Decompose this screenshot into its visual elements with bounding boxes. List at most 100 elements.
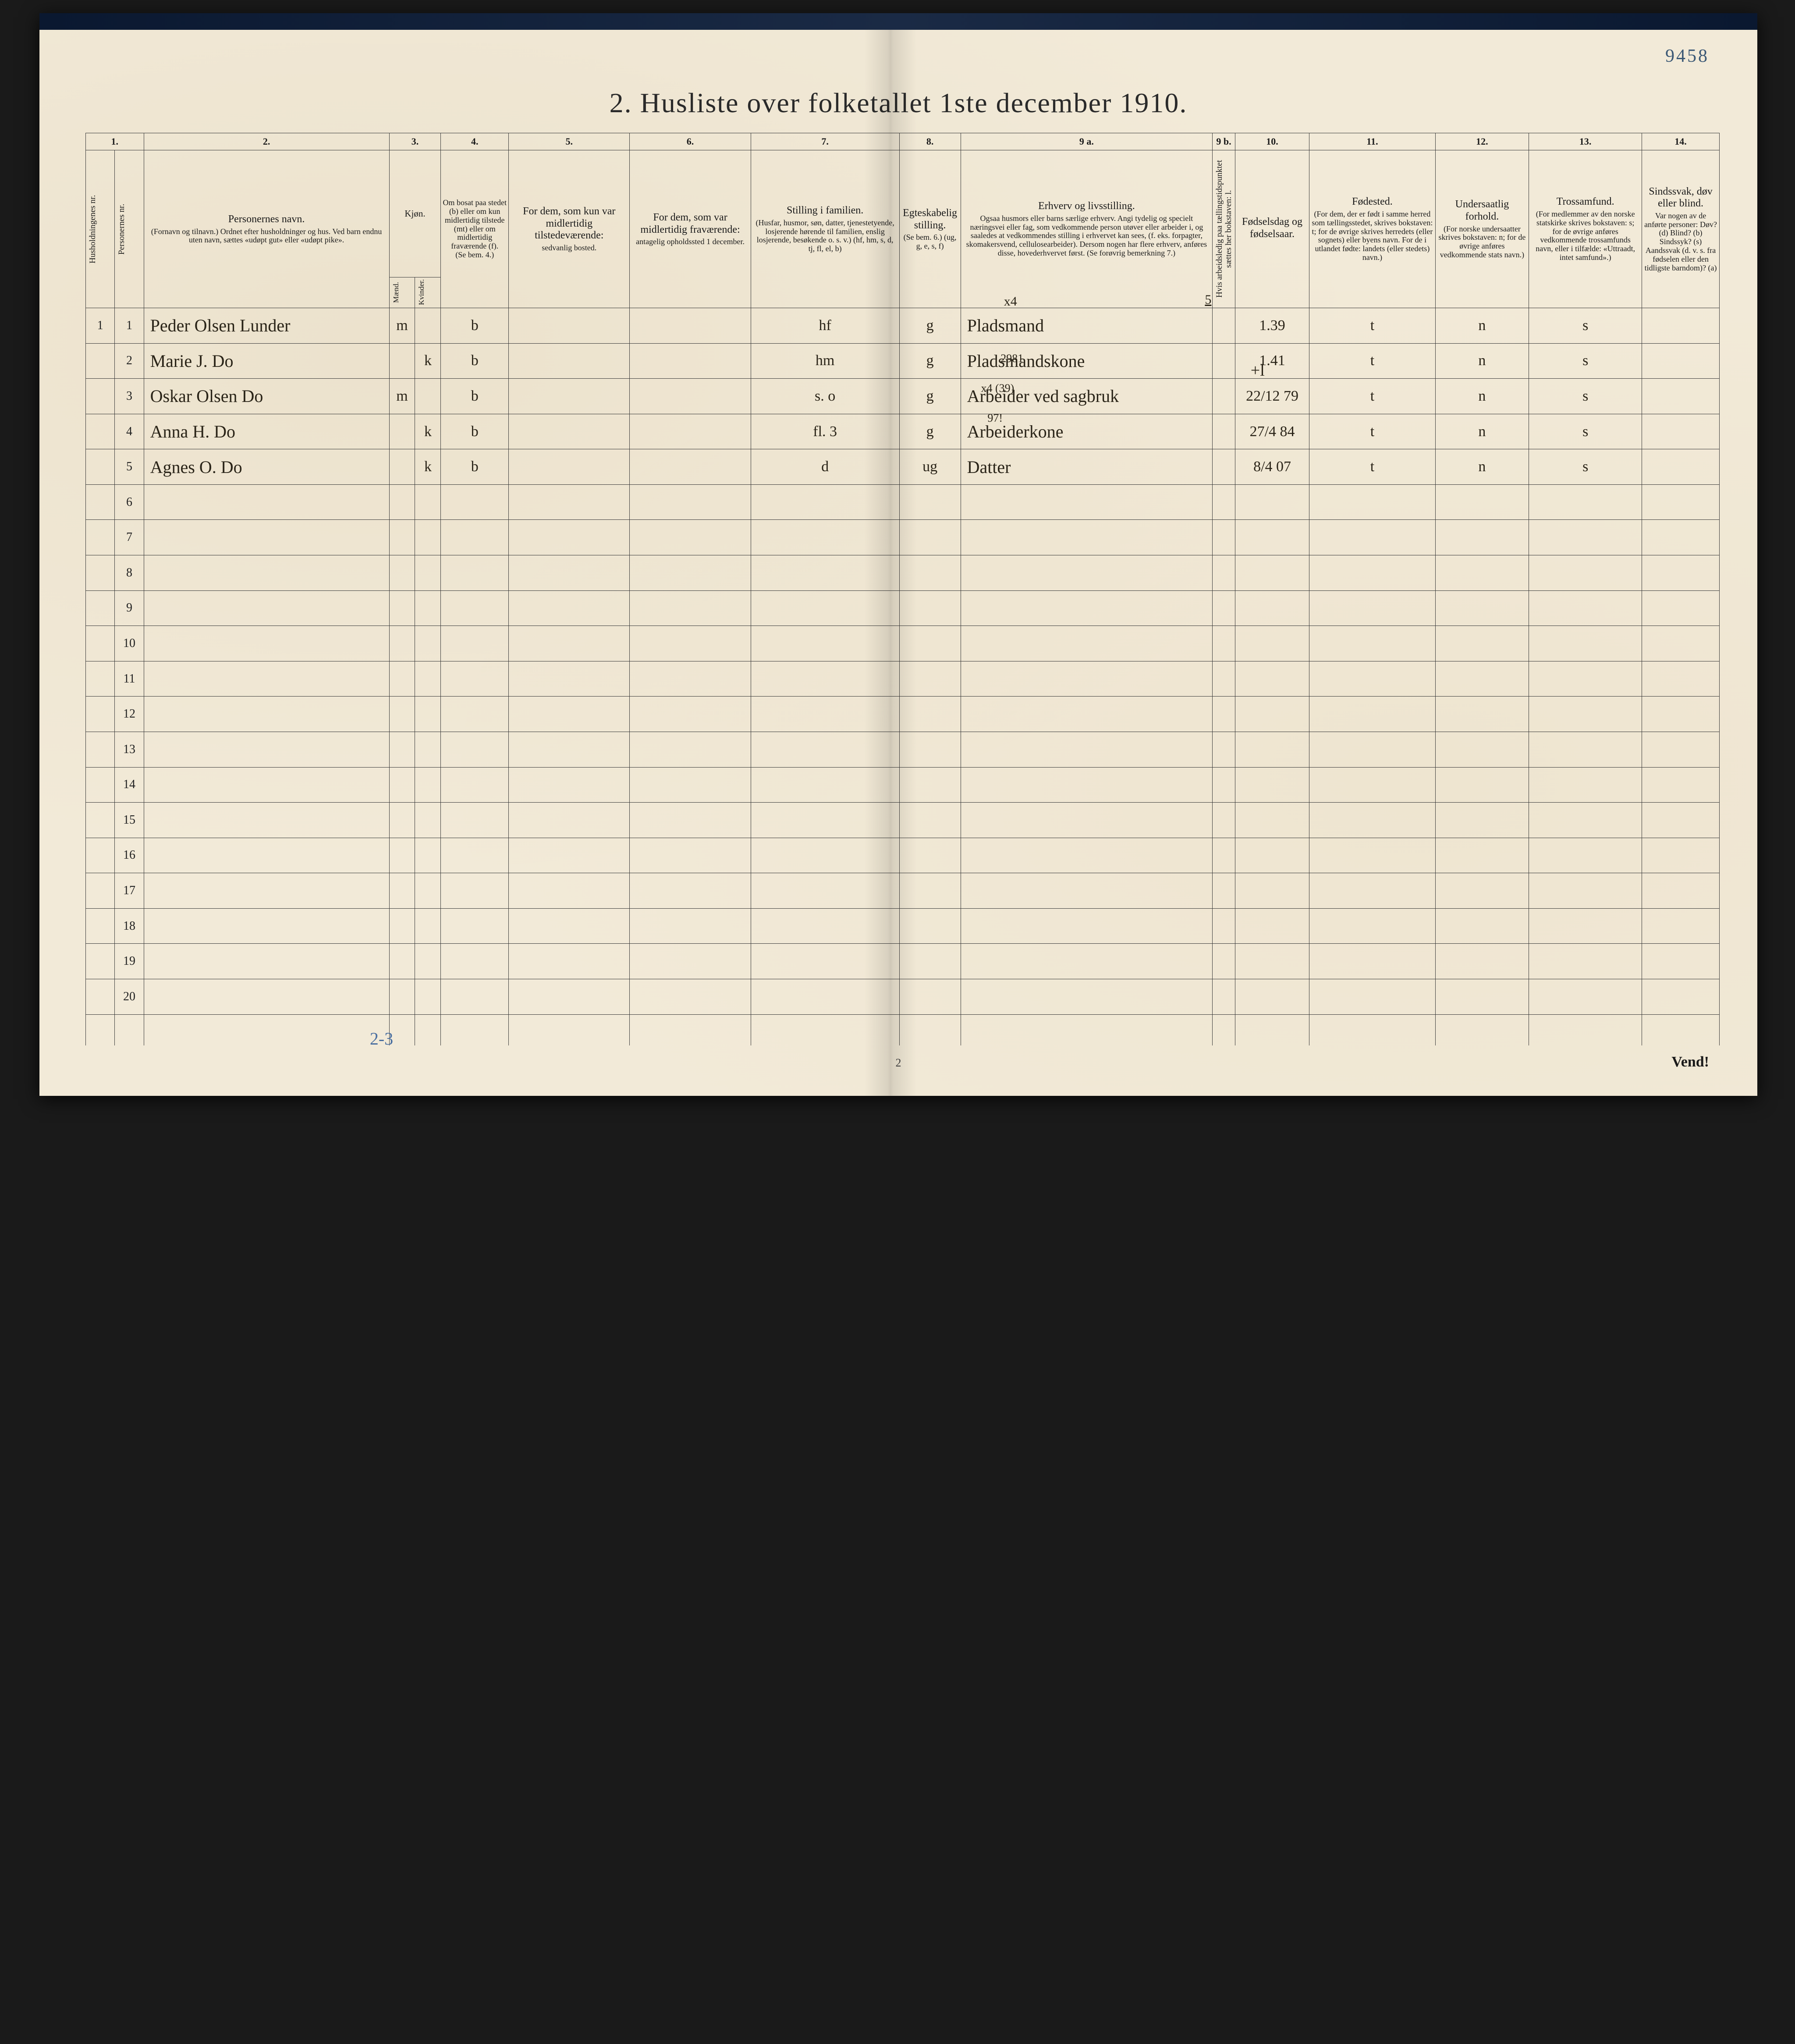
cell-nat: n xyxy=(1435,449,1529,485)
cell-c6 xyxy=(630,873,751,909)
cell-l xyxy=(1213,873,1235,909)
cell-erv xyxy=(961,732,1213,767)
scan-frame: 9458 2. Husliste over folketallet 1ste d… xyxy=(39,13,1757,1096)
cell-bf: b xyxy=(441,379,509,414)
cell-bf xyxy=(441,944,509,979)
cell-c5 xyxy=(509,767,630,803)
cell-c5 xyxy=(509,590,630,626)
cell-nat xyxy=(1435,908,1529,944)
cell-k xyxy=(415,944,441,979)
cell-k xyxy=(415,626,441,661)
cell-erv xyxy=(961,697,1213,732)
cell-m xyxy=(389,944,415,979)
cell-fam xyxy=(751,697,899,732)
cell-h xyxy=(86,379,115,414)
cell-name xyxy=(144,979,389,1014)
cell-p: 17 xyxy=(115,873,144,909)
cell-c6 xyxy=(630,803,751,838)
cell-fam xyxy=(751,732,899,767)
cell-l xyxy=(1213,379,1235,414)
cell-m xyxy=(389,661,415,697)
cell-l xyxy=(1213,484,1235,520)
cell-fam xyxy=(751,590,899,626)
cell-p: 5 xyxy=(115,449,144,485)
cell-name: Marie J. Do xyxy=(144,343,389,379)
cell-nat xyxy=(1435,520,1529,555)
cell-c14 xyxy=(1642,379,1720,414)
cell-fam xyxy=(751,767,899,803)
cell-fst xyxy=(1309,626,1435,661)
annot-97: 97! xyxy=(987,412,1003,425)
cell-dob xyxy=(1235,838,1309,873)
cell-c14 xyxy=(1642,626,1720,661)
cell-name xyxy=(144,767,389,803)
table-row: 8 xyxy=(86,555,1720,591)
cell-p: 6 xyxy=(115,484,144,520)
cell-tro xyxy=(1529,873,1642,909)
cell-name xyxy=(144,803,389,838)
cell-p: 11 xyxy=(115,661,144,697)
cell-h xyxy=(86,343,115,379)
cell-nat xyxy=(1435,697,1529,732)
cell-fst xyxy=(1309,555,1435,591)
cell-c5 xyxy=(509,803,630,838)
cell-m xyxy=(389,767,415,803)
cell-erv xyxy=(961,873,1213,909)
cell-dob xyxy=(1235,873,1309,909)
cell-k xyxy=(415,484,441,520)
cell-c14 xyxy=(1642,449,1720,485)
cell-c14 xyxy=(1642,697,1720,732)
cell-eg: g xyxy=(899,414,961,449)
census-table: 1. 2. 3. 4. 5. 6. 7. 8. 9 a. 9 b. 10. 11… xyxy=(85,133,1720,1045)
cell-fam xyxy=(751,908,899,944)
hdr-occupation: Erhverv og livsstilling. Ogsaa husmors e… xyxy=(961,150,1213,308)
cell-fst: t xyxy=(1309,414,1435,449)
cell-nat xyxy=(1435,979,1529,1014)
cell-tro xyxy=(1529,944,1642,979)
cell-c14 xyxy=(1642,343,1720,379)
cell-m xyxy=(389,979,415,1014)
cell-nat xyxy=(1435,626,1529,661)
cell-h xyxy=(86,697,115,732)
cell-eg xyxy=(899,838,961,873)
cell-fst xyxy=(1309,484,1435,520)
cell-l xyxy=(1213,979,1235,1014)
colnum-13: 13. xyxy=(1529,133,1642,150)
cell-fst: t xyxy=(1309,308,1435,344)
cell-m xyxy=(389,520,415,555)
cell-c6 xyxy=(630,732,751,767)
table-row: 7 xyxy=(86,520,1720,555)
cell-c6 xyxy=(630,979,751,1014)
cell-tro xyxy=(1529,484,1642,520)
cell-k xyxy=(415,803,441,838)
cell-k xyxy=(415,767,441,803)
cell-name xyxy=(144,697,389,732)
colnum-3: 3. xyxy=(389,133,441,150)
cell-c14 xyxy=(1642,767,1720,803)
cell-erv xyxy=(961,661,1213,697)
cell-m xyxy=(389,838,415,873)
cell-eg xyxy=(899,873,961,909)
cell-c6 xyxy=(630,379,751,414)
cell-dob xyxy=(1235,732,1309,767)
cell-k xyxy=(415,979,441,1014)
cell-erv xyxy=(961,838,1213,873)
cell-fam: hf xyxy=(751,308,899,344)
cell-name xyxy=(144,908,389,944)
table-row: 11Peder Olsen LundermbhfgPladsmand1.39tn… xyxy=(86,308,1720,344)
cell-h xyxy=(86,555,115,591)
cell-tro xyxy=(1529,590,1642,626)
cell-k xyxy=(415,661,441,697)
colnum-11: 11. xyxy=(1309,133,1435,150)
cell-name xyxy=(144,838,389,873)
cell-m xyxy=(389,626,415,661)
cell-l xyxy=(1213,767,1235,803)
cell-c5 xyxy=(509,908,630,944)
cell-fst: t xyxy=(1309,343,1435,379)
cell-p: 4 xyxy=(115,414,144,449)
cell-tro: s xyxy=(1529,414,1642,449)
cell-fst xyxy=(1309,767,1435,803)
cell-k xyxy=(415,590,441,626)
cell-tro xyxy=(1529,803,1642,838)
cell-h xyxy=(86,979,115,1014)
